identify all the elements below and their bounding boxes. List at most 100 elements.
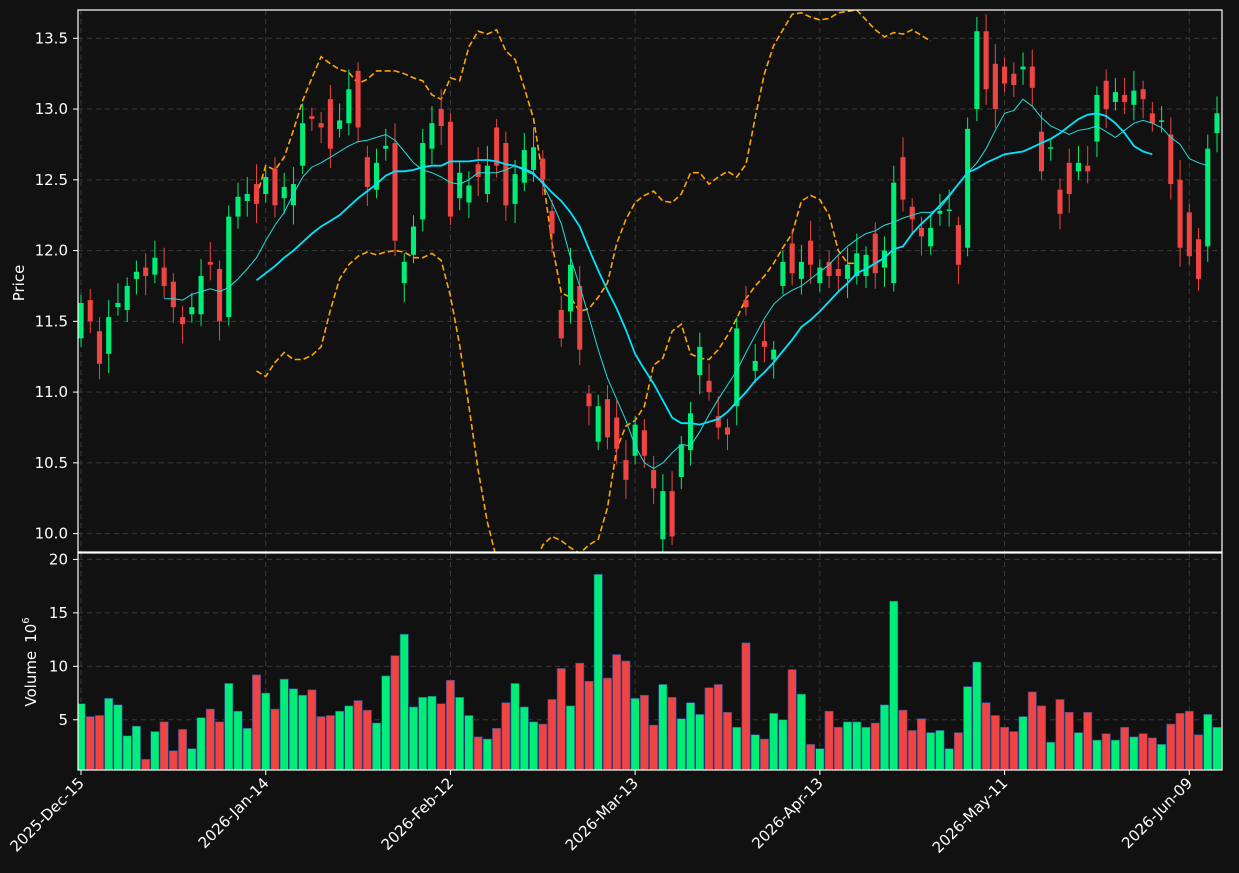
volume-bar xyxy=(732,726,742,770)
volume-bar xyxy=(593,574,603,770)
volume-bar xyxy=(963,686,973,770)
volume-bar xyxy=(233,710,243,770)
candle-body xyxy=(715,416,721,428)
volume-bar xyxy=(492,728,502,770)
bollinger-upper-line xyxy=(255,10,932,313)
candle-body xyxy=(374,162,380,190)
candle-body xyxy=(743,300,749,308)
candle-body xyxy=(863,254,869,277)
candle-body xyxy=(327,99,333,149)
candle-body xyxy=(115,302,121,308)
volume-bar xyxy=(242,728,252,770)
volume-bar xyxy=(944,748,954,770)
candle-body xyxy=(198,276,204,315)
volume-bar xyxy=(621,660,631,770)
candle-body xyxy=(872,233,878,274)
candle-body xyxy=(383,145,389,149)
candle-body xyxy=(900,157,906,200)
candle-body xyxy=(272,168,278,206)
date-tick-label: 2025-Dec-15 xyxy=(6,774,87,855)
volume-bar xyxy=(1110,739,1120,770)
candle-body xyxy=(567,264,574,312)
candle-body xyxy=(216,268,223,322)
volume-bar xyxy=(566,705,575,770)
volume-bar xyxy=(750,734,760,770)
volume-bar xyxy=(261,692,271,770)
candle-body xyxy=(1131,90,1137,105)
candle-body xyxy=(1149,113,1155,124)
candle-body xyxy=(512,174,518,204)
grid-lines xyxy=(78,10,1222,770)
volume-bar xyxy=(399,633,409,770)
candle-body xyxy=(909,206,915,220)
volume-axis-label: Volume106 xyxy=(21,617,40,706)
volume-bar xyxy=(953,732,963,770)
candle-body xyxy=(540,158,546,180)
volume-bar xyxy=(778,719,788,770)
sma-fast-line xyxy=(164,98,1208,470)
volume-axis-label-text: Volume xyxy=(22,651,40,707)
volume-bar xyxy=(1037,705,1046,770)
candle-body xyxy=(161,267,167,286)
candle-body xyxy=(521,150,527,183)
volume-bar xyxy=(870,722,880,770)
volume-bar xyxy=(1120,726,1130,770)
volume-bar xyxy=(815,748,825,770)
volume-bar xyxy=(307,689,317,770)
price-tick-label: 13.5 xyxy=(35,29,68,47)
volume-bar xyxy=(612,654,622,770)
volume-bar xyxy=(196,717,206,770)
candle-body xyxy=(1048,147,1054,149)
candle-body xyxy=(1094,94,1100,142)
candle-body xyxy=(1122,94,1128,102)
volume-bar xyxy=(686,702,696,770)
candle-body xyxy=(845,264,851,279)
candle-body xyxy=(96,331,103,364)
candle-body xyxy=(263,176,269,194)
candle-body xyxy=(881,250,888,268)
volume-bar xyxy=(1018,716,1028,770)
volume-bar xyxy=(759,738,769,770)
volume-bar xyxy=(381,675,391,770)
volume-panel xyxy=(78,574,1222,770)
candle-body xyxy=(337,120,343,129)
candle-body xyxy=(854,253,860,277)
volume-bar xyxy=(833,726,843,770)
volume-bar xyxy=(473,736,483,770)
candle-body xyxy=(133,271,139,279)
volume-tick-label: 15 xyxy=(49,604,68,622)
volume-bar xyxy=(1203,714,1213,770)
volume-bar xyxy=(168,750,178,770)
volume-bar xyxy=(584,680,594,770)
volume-bar xyxy=(372,722,381,770)
volume-bar xyxy=(990,715,1000,770)
volume-bar xyxy=(344,705,354,770)
candle-body xyxy=(983,31,989,90)
date-tick-label: 2026-May-11 xyxy=(929,774,1012,857)
candle-body xyxy=(918,227,924,237)
candle-body xyxy=(623,460,629,480)
candlesticks xyxy=(78,14,1220,552)
volume-bar xyxy=(880,704,889,770)
candle-body xyxy=(734,328,740,407)
volume-bar xyxy=(676,718,686,770)
volume-bar xyxy=(510,683,520,770)
candle-body xyxy=(438,109,444,127)
candle-body xyxy=(1140,89,1146,100)
volume-bar xyxy=(547,699,557,770)
candle-body xyxy=(771,349,777,360)
candle-body xyxy=(1205,148,1211,247)
volume-bar xyxy=(806,744,816,770)
candle-body xyxy=(946,209,952,212)
volume-bar xyxy=(279,678,289,770)
candle-body xyxy=(761,341,767,347)
volume-bar xyxy=(695,714,705,770)
date-tick-label: 2026-Jan-14 xyxy=(195,774,273,852)
candle-body xyxy=(484,165,490,194)
volume-bar xyxy=(1129,736,1139,770)
candle-body xyxy=(1195,239,1202,279)
volume-bar xyxy=(843,721,853,770)
volume-bar xyxy=(519,706,529,770)
volume-bar xyxy=(427,695,437,770)
